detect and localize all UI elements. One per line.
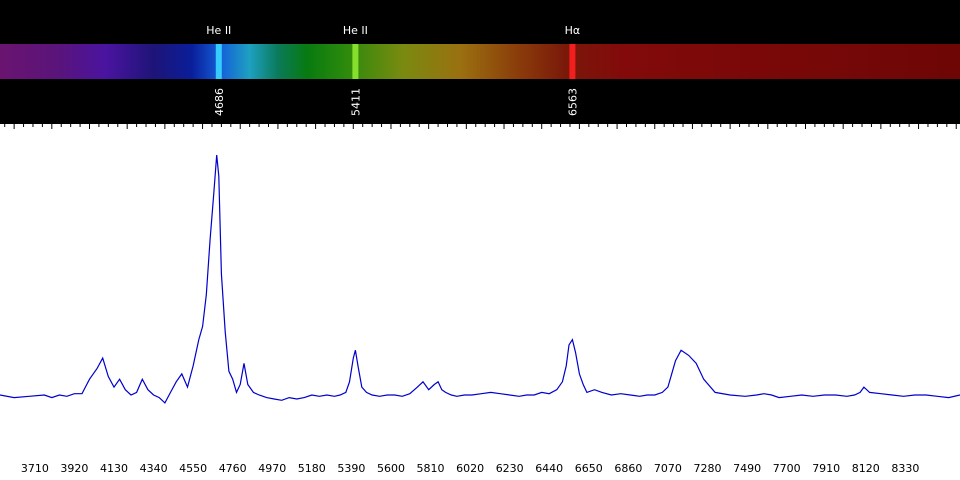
x-tick-label: 7280 [694,462,722,475]
x-tick-label: 7700 [773,462,801,475]
spectrum-emission-line [569,44,576,79]
top-black-band [0,0,960,44]
x-tick-label: 5180 [298,462,326,475]
mid-black-band [0,79,960,124]
x-tick-label: 6860 [614,462,642,475]
x-tick-label: 6020 [456,462,484,475]
x-axis-tick-labels: 3710 3920 4130 4340 4550 4760 4970 5180 5390 5600… [21,462,920,475]
top-tick-marks [4,124,957,129]
spectrum-series-line [0,154,960,404]
x-tick-label: 6650 [575,462,603,475]
x-tick-label: 8120 [852,462,880,475]
x-tick-label: 7490 [733,462,761,475]
x-tick-label: 7910 [812,462,840,475]
x-tick-label: 4130 [100,462,128,475]
x-tick-label: 4970 [258,462,286,475]
spectrum-emission-line [215,44,222,79]
x-tick-label: 4340 [140,462,168,475]
x-tick-label: 5600 [377,462,405,475]
emission-line-name: He II [343,24,368,37]
spectrum-strip [0,44,960,79]
x-tick-label: 8330 [891,462,919,475]
x-axis-band [0,460,960,480]
emission-line-name: He II [206,24,231,37]
plot-area [0,124,960,460]
x-tick-label: 6440 [535,462,563,475]
emission-line-wavelength: 4686 [213,88,226,116]
x-tick-label: 3920 [60,462,88,475]
emission-line-labels: He II 4686 He II 5411 Hα 6563 [206,24,580,116]
x-tick-label: 4550 [179,462,207,475]
emission-line-name: Hα [565,24,581,37]
spectrum-emission-line [352,44,359,79]
emission-line-wavelength: 6563 [566,88,579,116]
x-tick-label: 6230 [496,462,524,475]
emission-line-wavelength: 5411 [349,88,362,116]
spectrum-strip-lines [215,44,576,79]
x-tick-label: 3710 [21,462,49,475]
x-tick-label: 7070 [654,462,682,475]
x-tick-label: 5390 [337,462,365,475]
x-tick-label: 4760 [219,462,247,475]
x-tick-label: 5810 [417,462,445,475]
